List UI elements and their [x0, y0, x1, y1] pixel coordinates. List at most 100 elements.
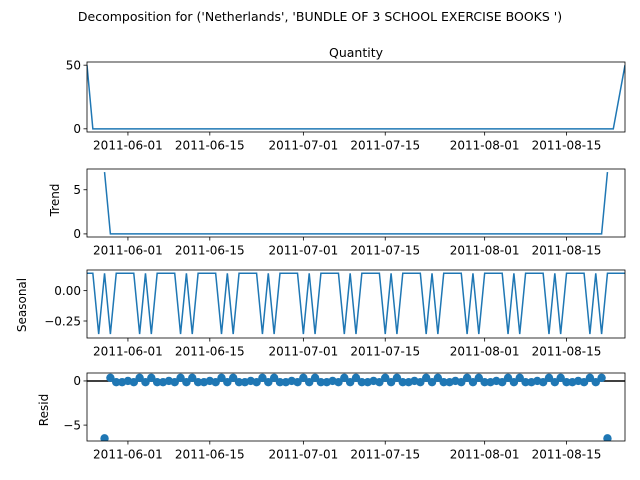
y-tick-label: −0.25 [44, 314, 81, 328]
x-tick-label: 2011-06-01 [93, 448, 163, 462]
x-tick-label: 2011-06-01 [93, 345, 163, 359]
x-tick-label: 2011-07-15 [350, 448, 420, 462]
y-tick-label: 0.00 [54, 284, 81, 298]
panel-trend: Trend 0 5 2011-06-01 2011-06-15 2011-07-01 20… [48, 168, 626, 258]
resid-point [375, 378, 384, 387]
resid-point [217, 373, 226, 382]
panel-resid-ylabel: Resid [37, 394, 51, 426]
resid-point [188, 373, 197, 382]
resid-point [106, 373, 115, 382]
resid-point [170, 378, 179, 387]
panel-seasonal: Seasonal 0.00 −0.25 2011-06-01 2011-06-15 20… [15, 269, 626, 359]
axes-frame [86, 61, 626, 133]
resid-point [556, 373, 565, 382]
resid-point [521, 378, 530, 387]
resid-point [509, 378, 519, 387]
y-tick-label: 0 [73, 227, 81, 241]
resid-point [252, 378, 261, 387]
panel-trend-ylabel: Trend [48, 184, 62, 218]
resid-point [269, 373, 279, 382]
resid-point [316, 378, 326, 387]
resid-point [544, 373, 554, 382]
resid-point [223, 378, 232, 387]
x-tick-label: 2011-06-15 [175, 244, 245, 258]
y-tick-label: −5 [63, 418, 81, 432]
resid-point [351, 373, 361, 382]
x-tick-label: 2011-08-01 [450, 139, 520, 153]
resid-point [550, 378, 560, 387]
x-tick-label: 2011-08-01 [450, 448, 520, 462]
resid-point [264, 378, 273, 387]
resid-point [585, 373, 595, 382]
y-tick-label: 0 [73, 374, 81, 388]
series-line [87, 272, 625, 335]
x-tick-label: 2011-06-01 [93, 244, 163, 258]
x-tick-label: 2011-07-15 [350, 345, 420, 359]
panel-resid: Resid 0 −5 2011-06-01 2011-06-15 2011-07-01 2… [37, 372, 626, 462]
resid-point [310, 373, 320, 382]
resid-point [468, 378, 478, 387]
axes-frame [86, 168, 626, 238]
resid-point [433, 373, 443, 382]
panel-quantity-title: Quantity [329, 45, 384, 60]
axes-frame [86, 269, 626, 339]
resid-point [386, 378, 396, 387]
resid-point [381, 373, 390, 382]
figure-title: Decomposition for ('Netherlands', 'BUNDL… [78, 9, 562, 24]
x-tick-label: 2011-08-01 [450, 244, 520, 258]
resid-point [562, 378, 571, 387]
resid-point [421, 373, 431, 382]
resid-point [147, 373, 156, 382]
panel-quantity: Quantity 0 50 2011-06-01 2011-06-15 2011-07-… [66, 45, 626, 153]
x-tick-label: 2011-08-15 [532, 448, 602, 462]
x-tick-label: 2011-07-15 [350, 244, 420, 258]
resid-point [293, 378, 302, 387]
resid-point [211, 378, 220, 387]
resid-point [497, 378, 507, 387]
x-tick-label: 2011-07-01 [268, 345, 338, 359]
resid-point [141, 378, 150, 387]
y-tick-label: 5 [73, 183, 81, 197]
resid-point [234, 378, 244, 387]
resid-point [515, 373, 524, 382]
resid-point [462, 373, 472, 382]
x-tick-label: 2011-06-15 [175, 448, 245, 462]
resid-point [398, 378, 407, 387]
resid-point [603, 434, 612, 441]
resid-point [340, 373, 349, 382]
x-tick-label: 2011-06-01 [93, 139, 163, 153]
x-tick-label: 2011-06-15 [175, 345, 245, 359]
resid-point [135, 373, 144, 382]
resid-point [275, 378, 285, 387]
resid-point [305, 378, 314, 387]
resid-point [538, 378, 548, 387]
axes-frame [86, 372, 626, 442]
x-tick-label: 2011-06-15 [175, 139, 245, 153]
series-line [103, 172, 609, 235]
resid-point [345, 378, 355, 387]
resid-point [457, 378, 466, 387]
resid-point [176, 373, 185, 382]
series-line [87, 65, 625, 130]
resid-point [258, 373, 267, 382]
resid-point [228, 373, 238, 382]
resid-point [416, 378, 425, 387]
resid-point [439, 378, 448, 387]
resid-point [112, 378, 121, 387]
x-tick-label: 2011-08-15 [532, 139, 602, 153]
panel-seasonal-ylabel: Seasonal [15, 278, 29, 332]
resid-point [193, 378, 203, 387]
resid-point [579, 378, 589, 387]
resid-point [474, 373, 484, 382]
resid-point [591, 378, 600, 387]
resid-point [357, 378, 367, 387]
x-tick-label: 2011-07-01 [268, 139, 338, 153]
x-tick-label: 2011-07-01 [268, 448, 338, 462]
resid-point [597, 373, 606, 382]
x-tick-label: 2011-07-01 [268, 244, 338, 258]
resid-point [427, 378, 437, 387]
resid-point [503, 373, 513, 382]
x-tick-label: 2011-08-15 [532, 345, 602, 359]
resid-point [334, 378, 343, 387]
